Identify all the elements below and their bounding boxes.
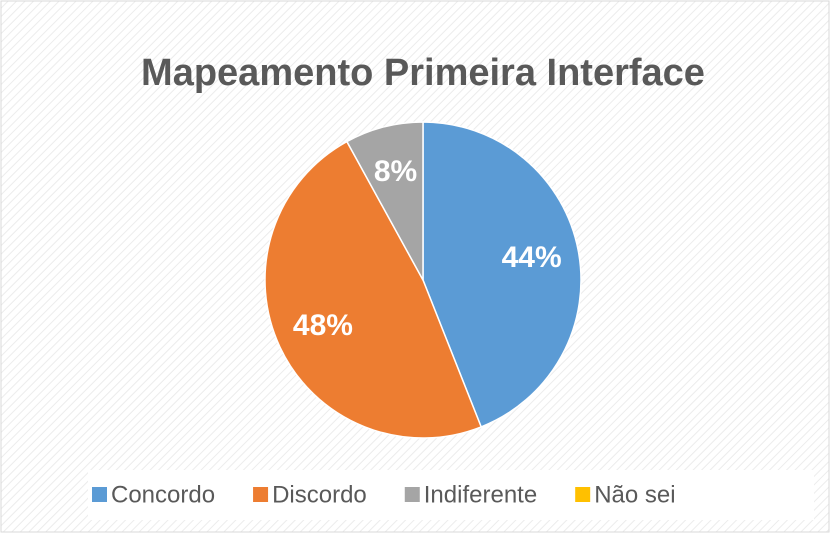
pie-slice xyxy=(345,121,424,281)
legend-label: Não sei xyxy=(594,481,675,508)
chart-title: Mapeamento Primeira Interface xyxy=(141,52,705,94)
data-label: 8% xyxy=(374,155,417,188)
legend-label: Discordo xyxy=(272,481,367,508)
legend-label: Indiferente xyxy=(424,481,537,508)
legend-swatch xyxy=(92,487,107,502)
pie-slice xyxy=(422,121,582,428)
legend-swatch xyxy=(253,487,269,502)
legend-label: Concordo xyxy=(111,481,215,508)
data-label: 48% xyxy=(293,309,353,342)
legend-box xyxy=(88,470,814,520)
data-label: 44% xyxy=(502,241,562,274)
legend-swatch xyxy=(404,487,420,502)
pie-slice xyxy=(264,140,483,439)
legend-swatch xyxy=(575,487,591,502)
